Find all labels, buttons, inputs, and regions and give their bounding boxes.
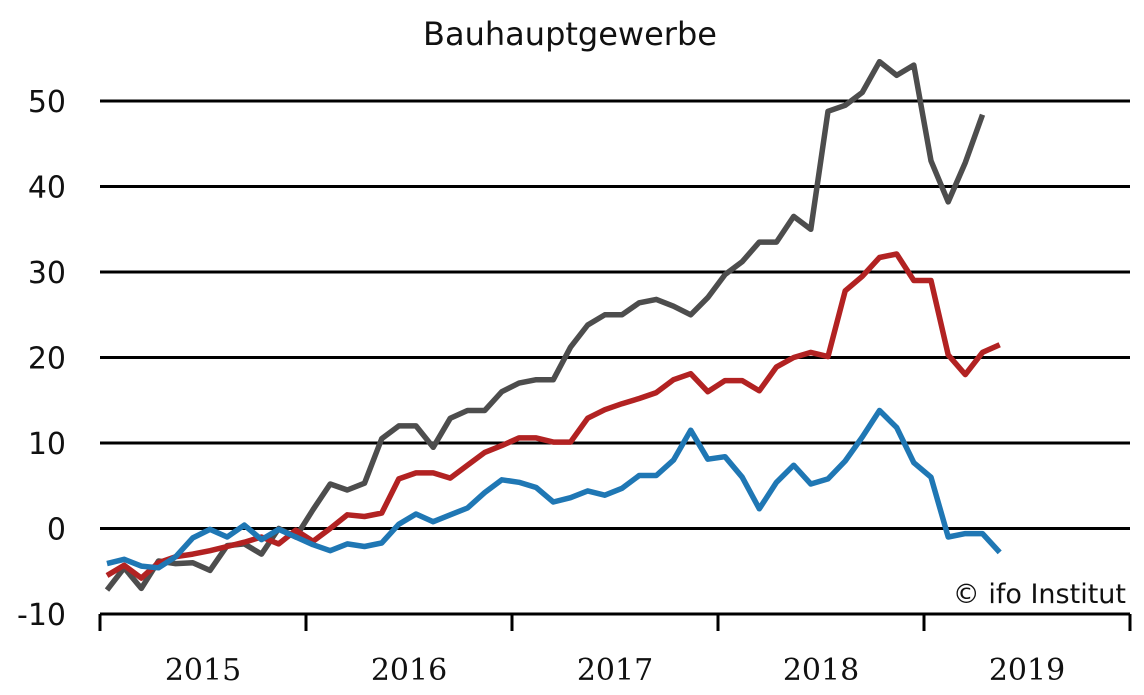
x-tick-label-2016: 2016 — [371, 653, 447, 688]
y-tick-label: -10 — [17, 598, 66, 633]
series-line-2 — [105, 251, 1001, 581]
x-tick-label-2019: 2019 — [989, 653, 1065, 688]
x-axis: 2015 2016 2017 2018 2019 — [98, 612, 1132, 688]
series-line-1 — [104, 58, 986, 592]
copyright-credit: © ifo Institut — [953, 579, 1126, 610]
chart-title: Bauhauptgewerbe — [423, 15, 717, 53]
series-line-3 — [106, 407, 1002, 571]
y-tick-label: 10 — [28, 427, 66, 462]
x-tick-label-2017: 2017 — [577, 653, 653, 688]
y-tick-label: 30 — [28, 256, 66, 291]
y-tick-label: 20 — [28, 342, 66, 377]
y-axis-tick-labels: 50 40 30 20 10 0 -10 — [17, 85, 66, 633]
y-tick-label: 50 — [28, 85, 66, 120]
gridlines — [100, 99, 1130, 530]
y-tick-label: 40 — [28, 171, 66, 206]
y-tick-label: 0 — [47, 513, 66, 548]
series-lines — [104, 58, 1002, 592]
x-tick-label-2018: 2018 — [783, 653, 859, 688]
x-tick-label-2015: 2015 — [165, 653, 241, 688]
